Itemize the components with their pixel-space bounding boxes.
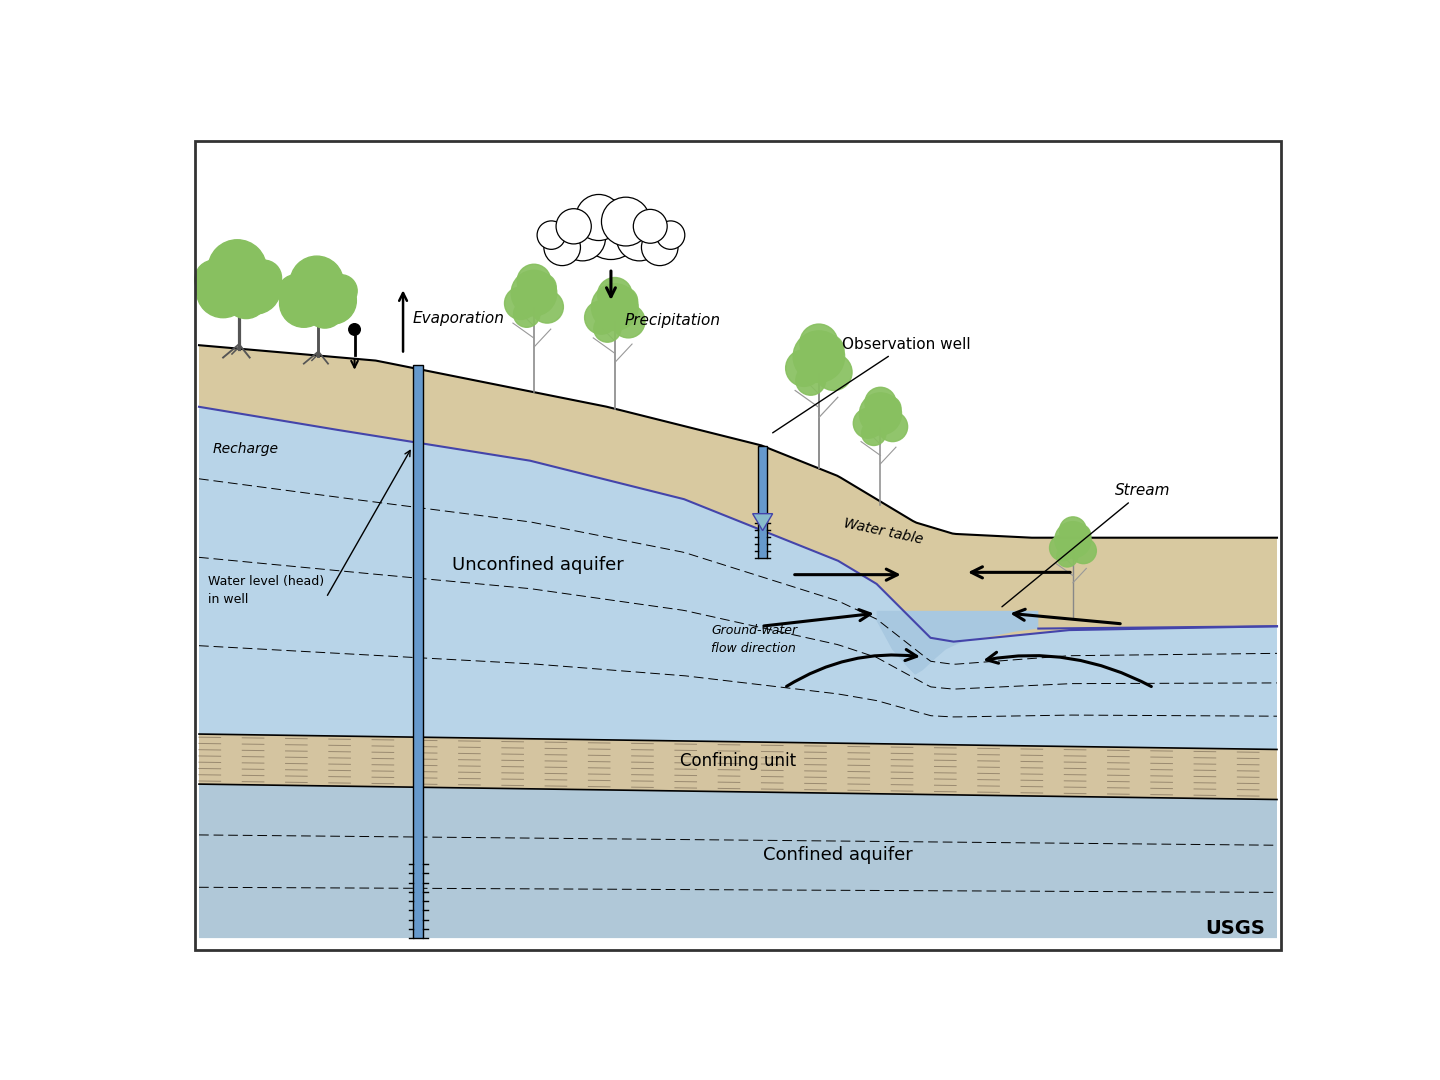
- Circle shape: [207, 240, 266, 298]
- Circle shape: [585, 301, 618, 334]
- Circle shape: [560, 215, 606, 261]
- Polygon shape: [199, 734, 1277, 799]
- Circle shape: [225, 276, 268, 319]
- Circle shape: [793, 330, 845, 382]
- Circle shape: [194, 260, 233, 299]
- Circle shape: [786, 350, 822, 387]
- Circle shape: [1070, 538, 1096, 564]
- Text: Evaporation: Evaporation: [412, 311, 504, 326]
- Circle shape: [861, 421, 886, 445]
- Circle shape: [1070, 525, 1090, 545]
- Circle shape: [1056, 522, 1092, 558]
- Circle shape: [865, 388, 896, 418]
- Text: Recharge: Recharge: [213, 442, 279, 456]
- Text: Confined aquifer: Confined aquifer: [763, 846, 913, 864]
- Polygon shape: [199, 784, 1277, 939]
- Circle shape: [815, 354, 852, 391]
- Text: Unconfined aquifer: Unconfined aquifer: [452, 555, 624, 573]
- Polygon shape: [753, 514, 773, 530]
- Circle shape: [796, 365, 825, 395]
- Circle shape: [877, 396, 901, 420]
- Circle shape: [531, 291, 563, 323]
- Circle shape: [612, 305, 645, 338]
- Circle shape: [348, 324, 360, 335]
- Circle shape: [310, 278, 356, 324]
- Polygon shape: [199, 407, 1277, 750]
- Text: Water level (head)
in well: Water level (head) in well: [209, 575, 324, 606]
- Text: Stream: Stream: [1002, 484, 1171, 607]
- Circle shape: [582, 200, 641, 259]
- Circle shape: [877, 411, 907, 442]
- Circle shape: [278, 274, 314, 310]
- Text: Water table: Water table: [842, 516, 924, 546]
- Bar: [413, 365, 423, 939]
- Circle shape: [1057, 546, 1077, 567]
- Circle shape: [325, 274, 357, 307]
- Circle shape: [530, 274, 556, 300]
- Circle shape: [592, 284, 638, 330]
- Circle shape: [576, 194, 622, 241]
- Circle shape: [616, 215, 662, 261]
- Circle shape: [1060, 517, 1086, 543]
- Circle shape: [544, 229, 580, 266]
- Circle shape: [1050, 535, 1076, 561]
- Circle shape: [305, 289, 344, 328]
- Text: USGS: USGS: [1205, 919, 1266, 939]
- Circle shape: [229, 262, 281, 314]
- Circle shape: [593, 315, 621, 342]
- Circle shape: [860, 393, 901, 435]
- Circle shape: [517, 265, 550, 298]
- Circle shape: [611, 287, 638, 314]
- Circle shape: [279, 279, 328, 327]
- Circle shape: [504, 287, 537, 320]
- Circle shape: [196, 265, 249, 318]
- Circle shape: [657, 221, 685, 249]
- Circle shape: [511, 270, 557, 315]
- Text: Observation well: Observation well: [773, 337, 971, 433]
- Circle shape: [799, 324, 838, 362]
- Circle shape: [854, 408, 883, 438]
- Circle shape: [556, 208, 592, 244]
- Polygon shape: [877, 611, 1038, 675]
- Text: Precipitation: Precipitation: [625, 313, 721, 328]
- Circle shape: [289, 256, 343, 310]
- Circle shape: [246, 260, 282, 296]
- Circle shape: [634, 210, 667, 243]
- Circle shape: [537, 221, 566, 249]
- Text: Ground-water
flow direction: Ground-water flow direction: [711, 624, 798, 654]
- Bar: [759, 446, 768, 557]
- Circle shape: [602, 198, 651, 246]
- Polygon shape: [199, 346, 1277, 642]
- Circle shape: [598, 278, 632, 312]
- Text: Confining unit: Confining unit: [680, 752, 796, 770]
- Circle shape: [814, 335, 844, 365]
- Circle shape: [514, 301, 540, 327]
- Circle shape: [641, 229, 678, 266]
